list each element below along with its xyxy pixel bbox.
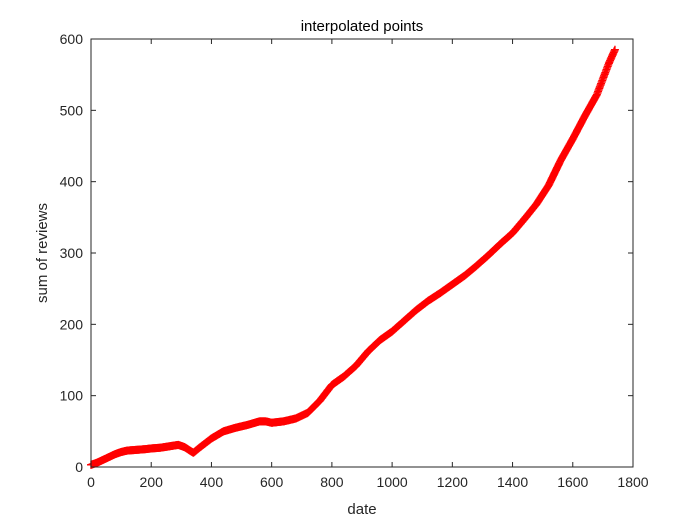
x-tick-label: 200: [140, 474, 164, 490]
y-tick-label: 600: [60, 31, 84, 47]
x-tick-label: 1000: [377, 474, 408, 490]
x-axis-label: date: [347, 501, 376, 518]
x-tick-label: 1800: [617, 474, 648, 490]
x-tick-label: 0: [87, 474, 95, 490]
y-ticks: 0 100 200 300 400 500 600: [60, 31, 633, 475]
y-axis-label: sum of reviews: [34, 203, 51, 303]
y-tick-label: 200: [60, 316, 84, 332]
x-ticks: 0 200 400 600 800 1000 1200 1400 1600 1800: [87, 39, 649, 490]
y-tick-label: 400: [60, 174, 84, 190]
x-tick-label: 1400: [497, 474, 528, 490]
y-tick-label: 100: [60, 388, 84, 404]
x-tick-label: 1600: [557, 474, 588, 490]
y-tick-label: 500: [60, 102, 84, 118]
plot-area: [91, 39, 633, 467]
y-tick-label: 0: [75, 459, 83, 475]
x-tick-label: 400: [200, 474, 224, 490]
y-tick-label: 300: [60, 245, 84, 261]
x-tick-label: 1200: [437, 474, 468, 490]
x-tick-label: 600: [260, 474, 284, 490]
data-markers: [87, 45, 619, 469]
x-tick-label: 800: [320, 474, 344, 490]
chart-title: interpolated points: [301, 18, 424, 35]
data-point-marker: [610, 45, 619, 54]
